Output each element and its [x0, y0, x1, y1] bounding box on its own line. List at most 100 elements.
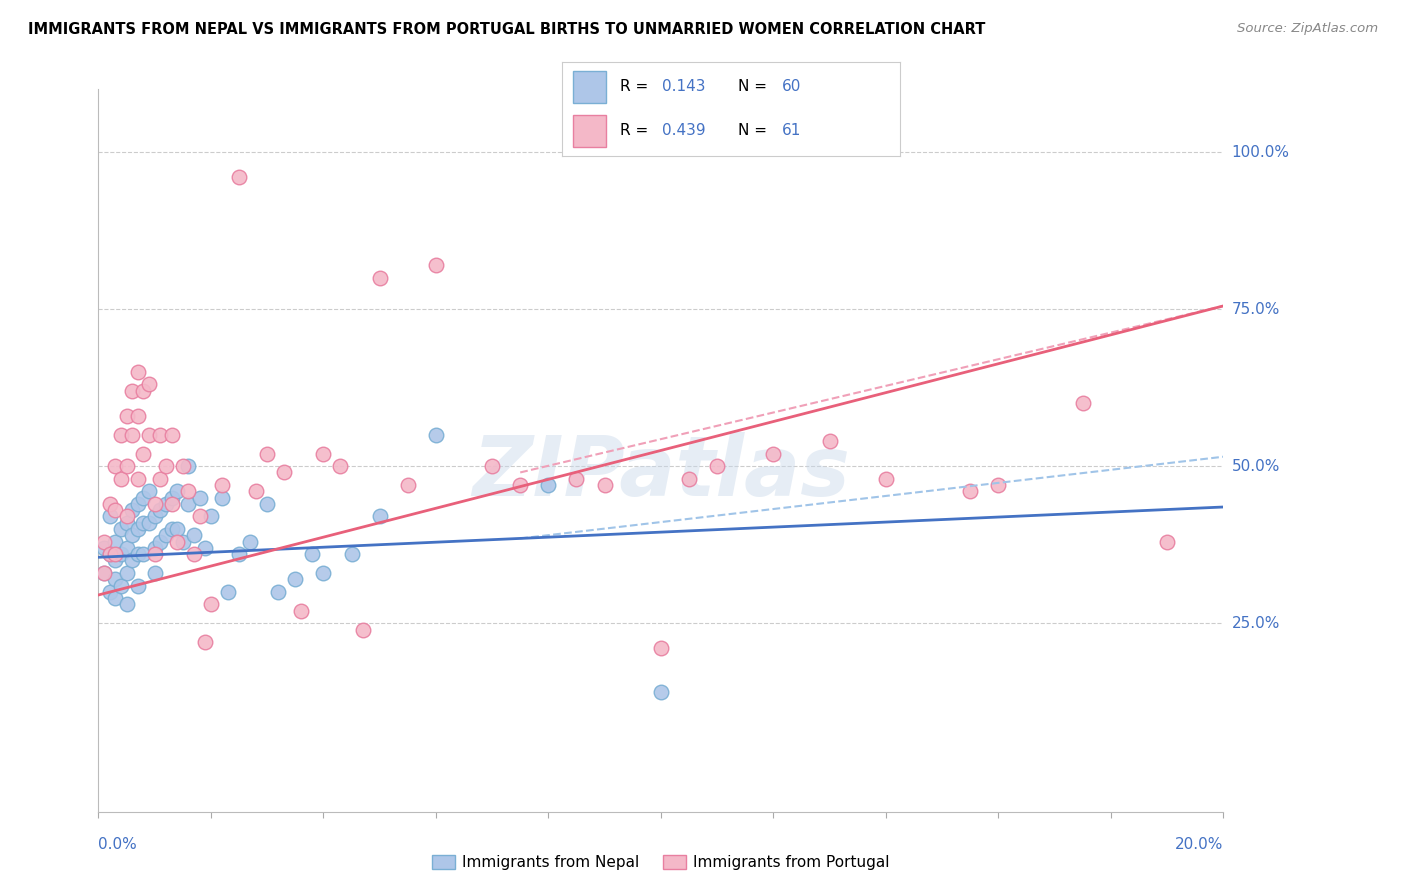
Point — [104, 572, 127, 586]
Point — [172, 534, 194, 549]
Text: Source: ZipAtlas.com: Source: ZipAtlas.com — [1237, 22, 1378, 36]
Point — [987, 478, 1010, 492]
Point — [211, 491, 233, 505]
Point — [93, 534, 115, 549]
Text: 61: 61 — [782, 123, 801, 138]
Point — [183, 547, 205, 561]
Point — [217, 584, 239, 599]
Point — [93, 566, 115, 580]
Point — [301, 547, 323, 561]
Point — [110, 522, 132, 536]
Point — [245, 484, 267, 499]
Point — [396, 478, 419, 492]
Bar — [572, 70, 606, 103]
Point — [160, 491, 183, 505]
Point — [110, 472, 132, 486]
Point — [340, 547, 363, 561]
Point — [127, 547, 149, 561]
Text: 0.439: 0.439 — [662, 123, 706, 138]
Point — [228, 170, 250, 185]
Point — [143, 547, 166, 561]
Point — [127, 578, 149, 592]
Point — [678, 472, 700, 486]
Point — [177, 459, 200, 474]
Text: 75.0%: 75.0% — [1232, 301, 1279, 317]
Point — [875, 472, 897, 486]
Point — [149, 534, 172, 549]
Point — [132, 516, 155, 530]
Point — [160, 427, 183, 442]
Point — [143, 509, 166, 524]
Point — [284, 572, 307, 586]
Point — [312, 447, 335, 461]
Point — [166, 534, 188, 549]
Point — [104, 547, 127, 561]
Text: 20.0%: 20.0% — [1175, 837, 1223, 852]
Point — [121, 553, 143, 567]
Text: R =: R = — [620, 123, 652, 138]
Point — [188, 509, 211, 524]
Point — [194, 635, 217, 649]
Point — [155, 459, 177, 474]
Point — [273, 466, 295, 480]
Point — [959, 484, 981, 499]
Point — [127, 522, 149, 536]
Point — [818, 434, 841, 448]
Text: 0.143: 0.143 — [662, 79, 706, 95]
Point — [368, 509, 391, 524]
Point — [127, 365, 149, 379]
Point — [121, 384, 143, 398]
Point — [256, 497, 278, 511]
Point — [155, 528, 177, 542]
Point — [481, 459, 503, 474]
Point — [93, 541, 115, 555]
Point — [132, 384, 155, 398]
Text: 100.0%: 100.0% — [1232, 145, 1289, 160]
Point — [267, 584, 290, 599]
Point — [1071, 396, 1094, 410]
Point — [368, 270, 391, 285]
Point — [98, 547, 121, 561]
Point — [110, 427, 132, 442]
Point — [172, 459, 194, 474]
Point — [593, 478, 616, 492]
Point — [1156, 534, 1178, 549]
Point — [509, 478, 531, 492]
Point — [121, 427, 143, 442]
Point — [149, 503, 172, 517]
Point — [104, 591, 127, 606]
Point — [352, 623, 374, 637]
Text: 0.0%: 0.0% — [98, 837, 138, 852]
Text: N =: N = — [738, 123, 772, 138]
Point — [149, 472, 172, 486]
Point — [143, 566, 166, 580]
Point — [650, 685, 672, 699]
Point — [211, 478, 233, 492]
Point — [650, 641, 672, 656]
Point — [160, 497, 183, 511]
Point — [104, 534, 127, 549]
Point — [132, 447, 155, 461]
Point — [706, 459, 728, 474]
Point — [138, 484, 160, 499]
Point — [98, 497, 121, 511]
Text: N =: N = — [738, 79, 772, 95]
Point — [132, 547, 155, 561]
Point — [425, 258, 447, 272]
Point — [143, 497, 166, 511]
Point — [160, 522, 183, 536]
Point — [93, 566, 115, 580]
Point — [329, 459, 352, 474]
Point — [98, 584, 121, 599]
Point — [537, 478, 560, 492]
Point — [104, 503, 127, 517]
Point — [115, 459, 138, 474]
Point — [127, 472, 149, 486]
Point — [132, 491, 155, 505]
Text: 60: 60 — [782, 79, 801, 95]
Point — [115, 566, 138, 580]
Point — [138, 377, 160, 392]
Point — [177, 497, 200, 511]
Text: 50.0%: 50.0% — [1232, 458, 1279, 474]
Point — [177, 484, 200, 499]
